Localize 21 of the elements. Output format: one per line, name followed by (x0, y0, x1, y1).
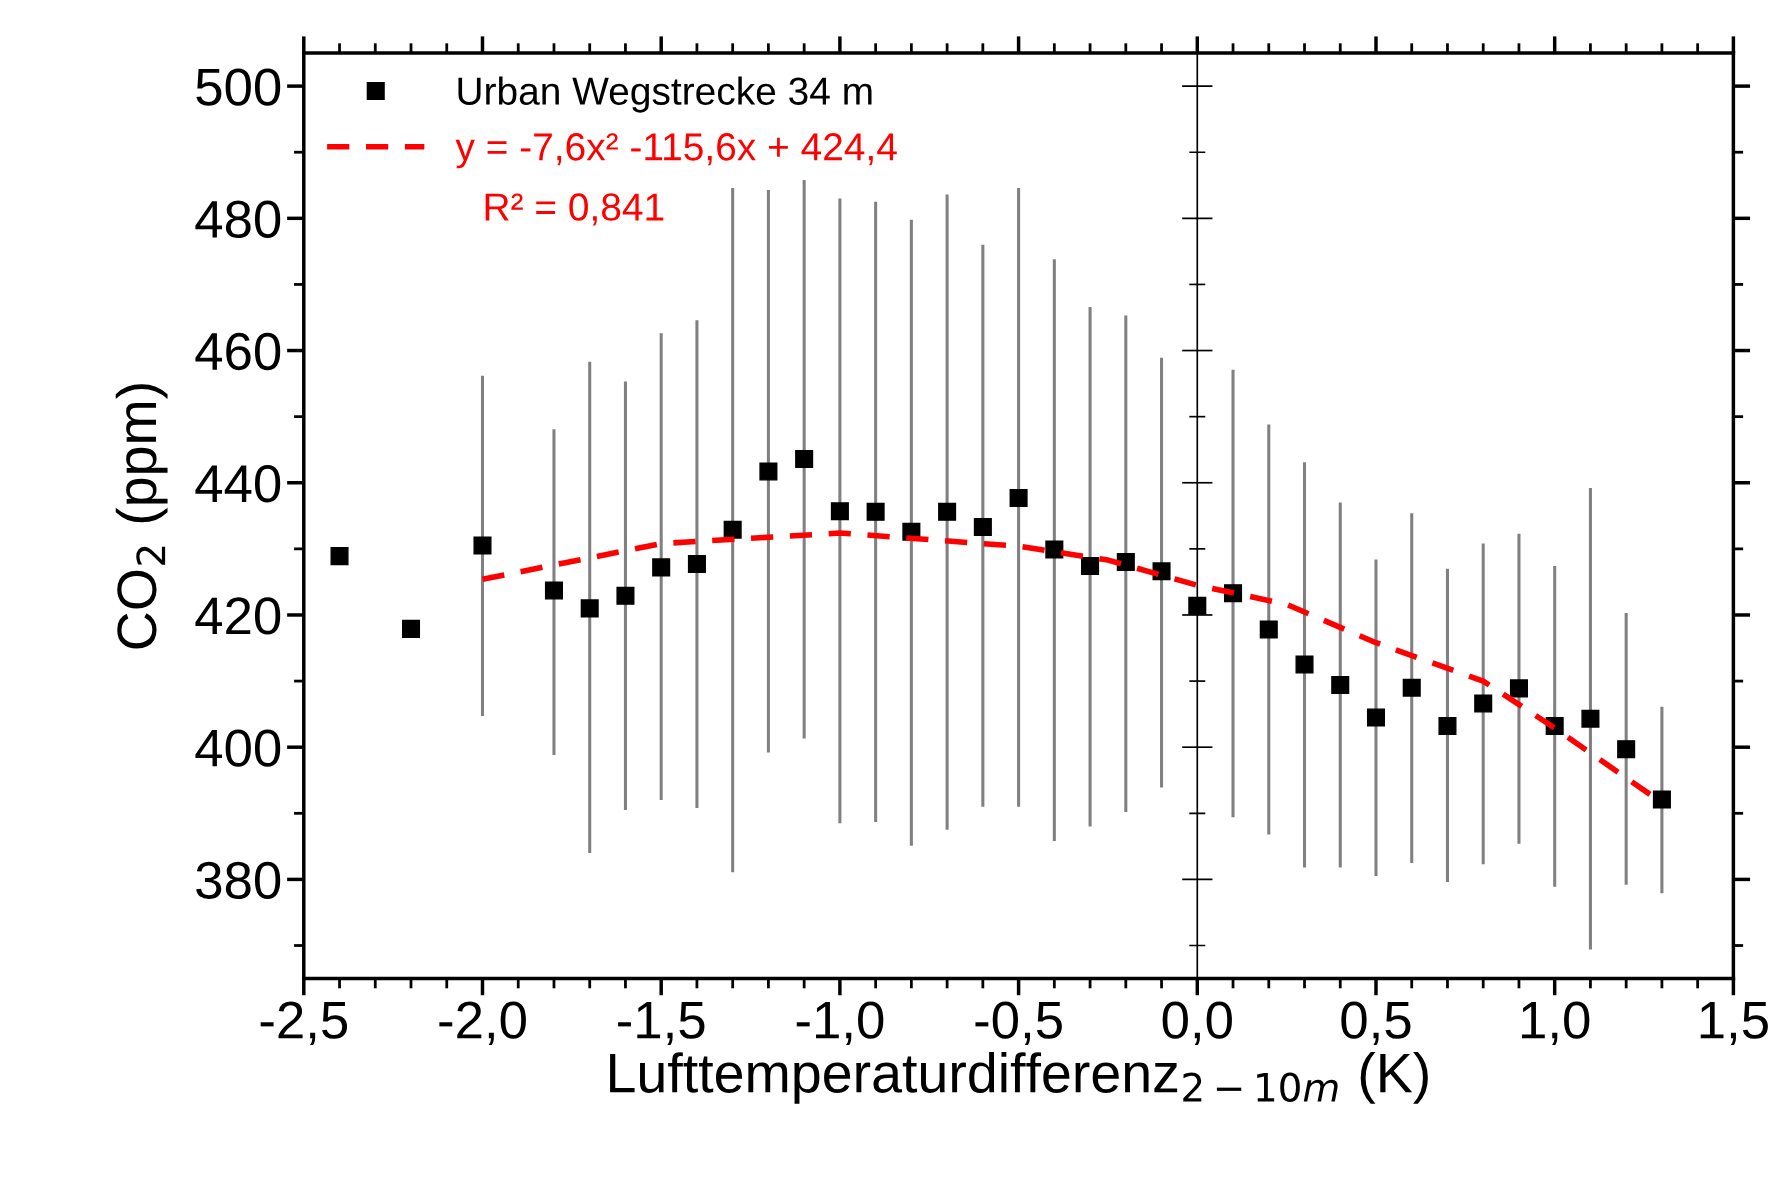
legend-label: y = -7,6x² -115,6x + 424,4 (455, 133, 897, 169)
x-tick-label: -2,0 (439, 1001, 526, 1046)
y-tick-label: 440 (195, 465, 281, 503)
y-axis-title: CO$_{2}$ (ppm) (115, 384, 168, 649)
annotation: R² = 0,841 (485, 193, 664, 226)
y-tick-label: 500 (196, 68, 281, 106)
legend-label: Urban Wegstrecke 34 m (458, 76, 872, 113)
x-axis-title: Lufttemperaturdifferenz$_{2−10m}$ (K) (610, 1052, 1428, 1104)
x-tick-label: 0,0 (1162, 1001, 1232, 1046)
y-tick-label: 400 (195, 729, 281, 767)
x-tick-label: 0,5 (1341, 1001, 1411, 1046)
y-tick-label: 460 (195, 332, 281, 371)
y-tick-label: 420 (195, 597, 281, 635)
y-tick-label: 480 (195, 200, 281, 238)
x-tick-label: 1,0 (1522, 1001, 1590, 1046)
x-tick-label: -2,5 (260, 1001, 348, 1046)
x-tick-label: -1,0 (796, 1001, 884, 1046)
x-tick-label: -1,5 (618, 1002, 705, 1046)
x-tick-label: -0,5 (975, 1001, 1062, 1046)
x-tick-label: 1,5 (1700, 1002, 1768, 1046)
y-tick-label: 380 (196, 861, 281, 900)
